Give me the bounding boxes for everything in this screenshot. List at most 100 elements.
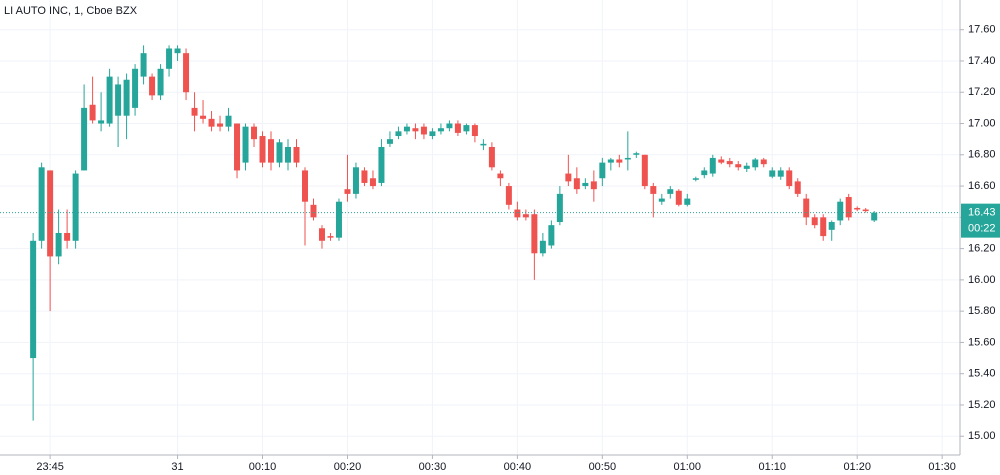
- candle-body: [157, 68, 164, 96]
- y-tick-label: 17.00: [968, 117, 996, 129]
- candle-body: [862, 209, 869, 212]
- candle-body: [786, 170, 793, 187]
- candle-body: [828, 222, 835, 230]
- y-tick-label: 15.20: [968, 399, 996, 411]
- chart-title: LI AUTO INC, 1, Cboe BZX: [4, 5, 138, 17]
- candle-body: [200, 115, 207, 119]
- candle-body: [514, 209, 521, 218]
- x-tick-label: 01:10: [758, 461, 786, 473]
- x-tick-label: 01:00: [674, 461, 702, 473]
- x-tick-label: 00:50: [589, 461, 617, 473]
- candle-body: [675, 190, 682, 205]
- candle-body: [259, 136, 266, 163]
- candle-body: [820, 217, 827, 237]
- candle-body: [403, 126, 410, 132]
- x-tick-label: 23:45: [36, 461, 64, 473]
- candle-body: [633, 153, 640, 155]
- candle-body: [140, 53, 147, 77]
- candle-body: [217, 123, 224, 127]
- candle-body: [395, 131, 402, 137]
- candle-body: [132, 68, 139, 108]
- candle-body: [412, 128, 419, 132]
- candle-body: [318, 228, 325, 241]
- candle-body: [106, 76, 113, 124]
- candle-body: [684, 198, 691, 205]
- candle-body: [225, 115, 232, 127]
- y-tick-label: 16.80: [968, 149, 996, 161]
- candle-body: [335, 201, 342, 238]
- candle-body: [582, 182, 589, 187]
- candle-body: [98, 120, 105, 124]
- candle-body: [539, 240, 546, 254]
- countdown-label: 00:22: [968, 223, 996, 235]
- last-price-box: [961, 203, 1000, 238]
- candle-body: [616, 159, 623, 163]
- y-tick-label: 17.60: [968, 24, 996, 36]
- candle-body: [268, 139, 275, 163]
- candle-body: [845, 197, 852, 218]
- x-tick-label: 01:20: [843, 461, 871, 473]
- candle-body: [667, 189, 674, 194]
- candle-body: [777, 170, 784, 177]
- candle-body: [522, 214, 529, 218]
- candle-body: [344, 189, 351, 194]
- candle-body: [599, 162, 606, 179]
- candle-body: [854, 207, 861, 210]
- candle-body: [556, 193, 563, 223]
- candle-body: [454, 123, 461, 133]
- candle-body: [471, 125, 478, 137]
- candle-body: [480, 143, 487, 146]
- candle-body: [735, 164, 742, 168]
- candle-body: [115, 84, 122, 116]
- candle-body: [352, 167, 359, 194]
- candle-body: [191, 107, 198, 116]
- y-tick-label: 15.80: [968, 305, 996, 317]
- candle-body: [743, 165, 750, 169]
- candle-body: [573, 178, 580, 190]
- candle-body: [251, 126, 258, 140]
- candle-body: [590, 181, 597, 190]
- candle-body: [378, 146, 385, 183]
- candle-body: [327, 236, 334, 238]
- candle-body: [72, 173, 79, 241]
- candle-body: [565, 173, 572, 182]
- x-tick-label: 00:10: [249, 461, 277, 473]
- candle-body: [81, 107, 88, 171]
- candle-body: [234, 123, 241, 171]
- candle-body: [505, 186, 512, 205]
- y-tick-label: 16.60: [968, 180, 996, 192]
- candle-body: [709, 157, 716, 174]
- candle-body: [641, 154, 648, 187]
- candle-body: [548, 225, 555, 246]
- candle-body: [760, 159, 767, 165]
- candle-body: [183, 53, 190, 93]
- candle-body: [174, 48, 181, 54]
- candle-body: [38, 167, 45, 241]
- candle-body: [446, 123, 453, 129]
- candle-body: [208, 118, 215, 127]
- y-tick-label: 17.20: [968, 86, 996, 98]
- candle-body: [607, 159, 614, 163]
- candle-body: [726, 161, 733, 165]
- candle-body: [369, 178, 376, 187]
- candle-body: [650, 186, 657, 194]
- y-tick-label: 16.00: [968, 274, 996, 286]
- candle-body: [89, 104, 96, 121]
- candle-body: [55, 232, 62, 257]
- x-tick-label: 31: [171, 461, 183, 473]
- candle-body: [497, 173, 504, 179]
- candle-body: [166, 48, 173, 69]
- x-tick-label: 00:20: [334, 461, 362, 473]
- candle-body: [123, 79, 130, 116]
- y-tick-label: 15.60: [968, 336, 996, 348]
- candle-body: [361, 170, 368, 183]
- candle-body: [437, 128, 444, 132]
- candle-body: [794, 181, 801, 194]
- candle-body: [285, 146, 291, 163]
- candle-body: [47, 170, 54, 257]
- candle-body: [420, 126, 427, 135]
- candle-body: [531, 214, 538, 254]
- x-tick-label: 01:30: [928, 461, 956, 473]
- y-tick-label: 17.40: [968, 55, 996, 67]
